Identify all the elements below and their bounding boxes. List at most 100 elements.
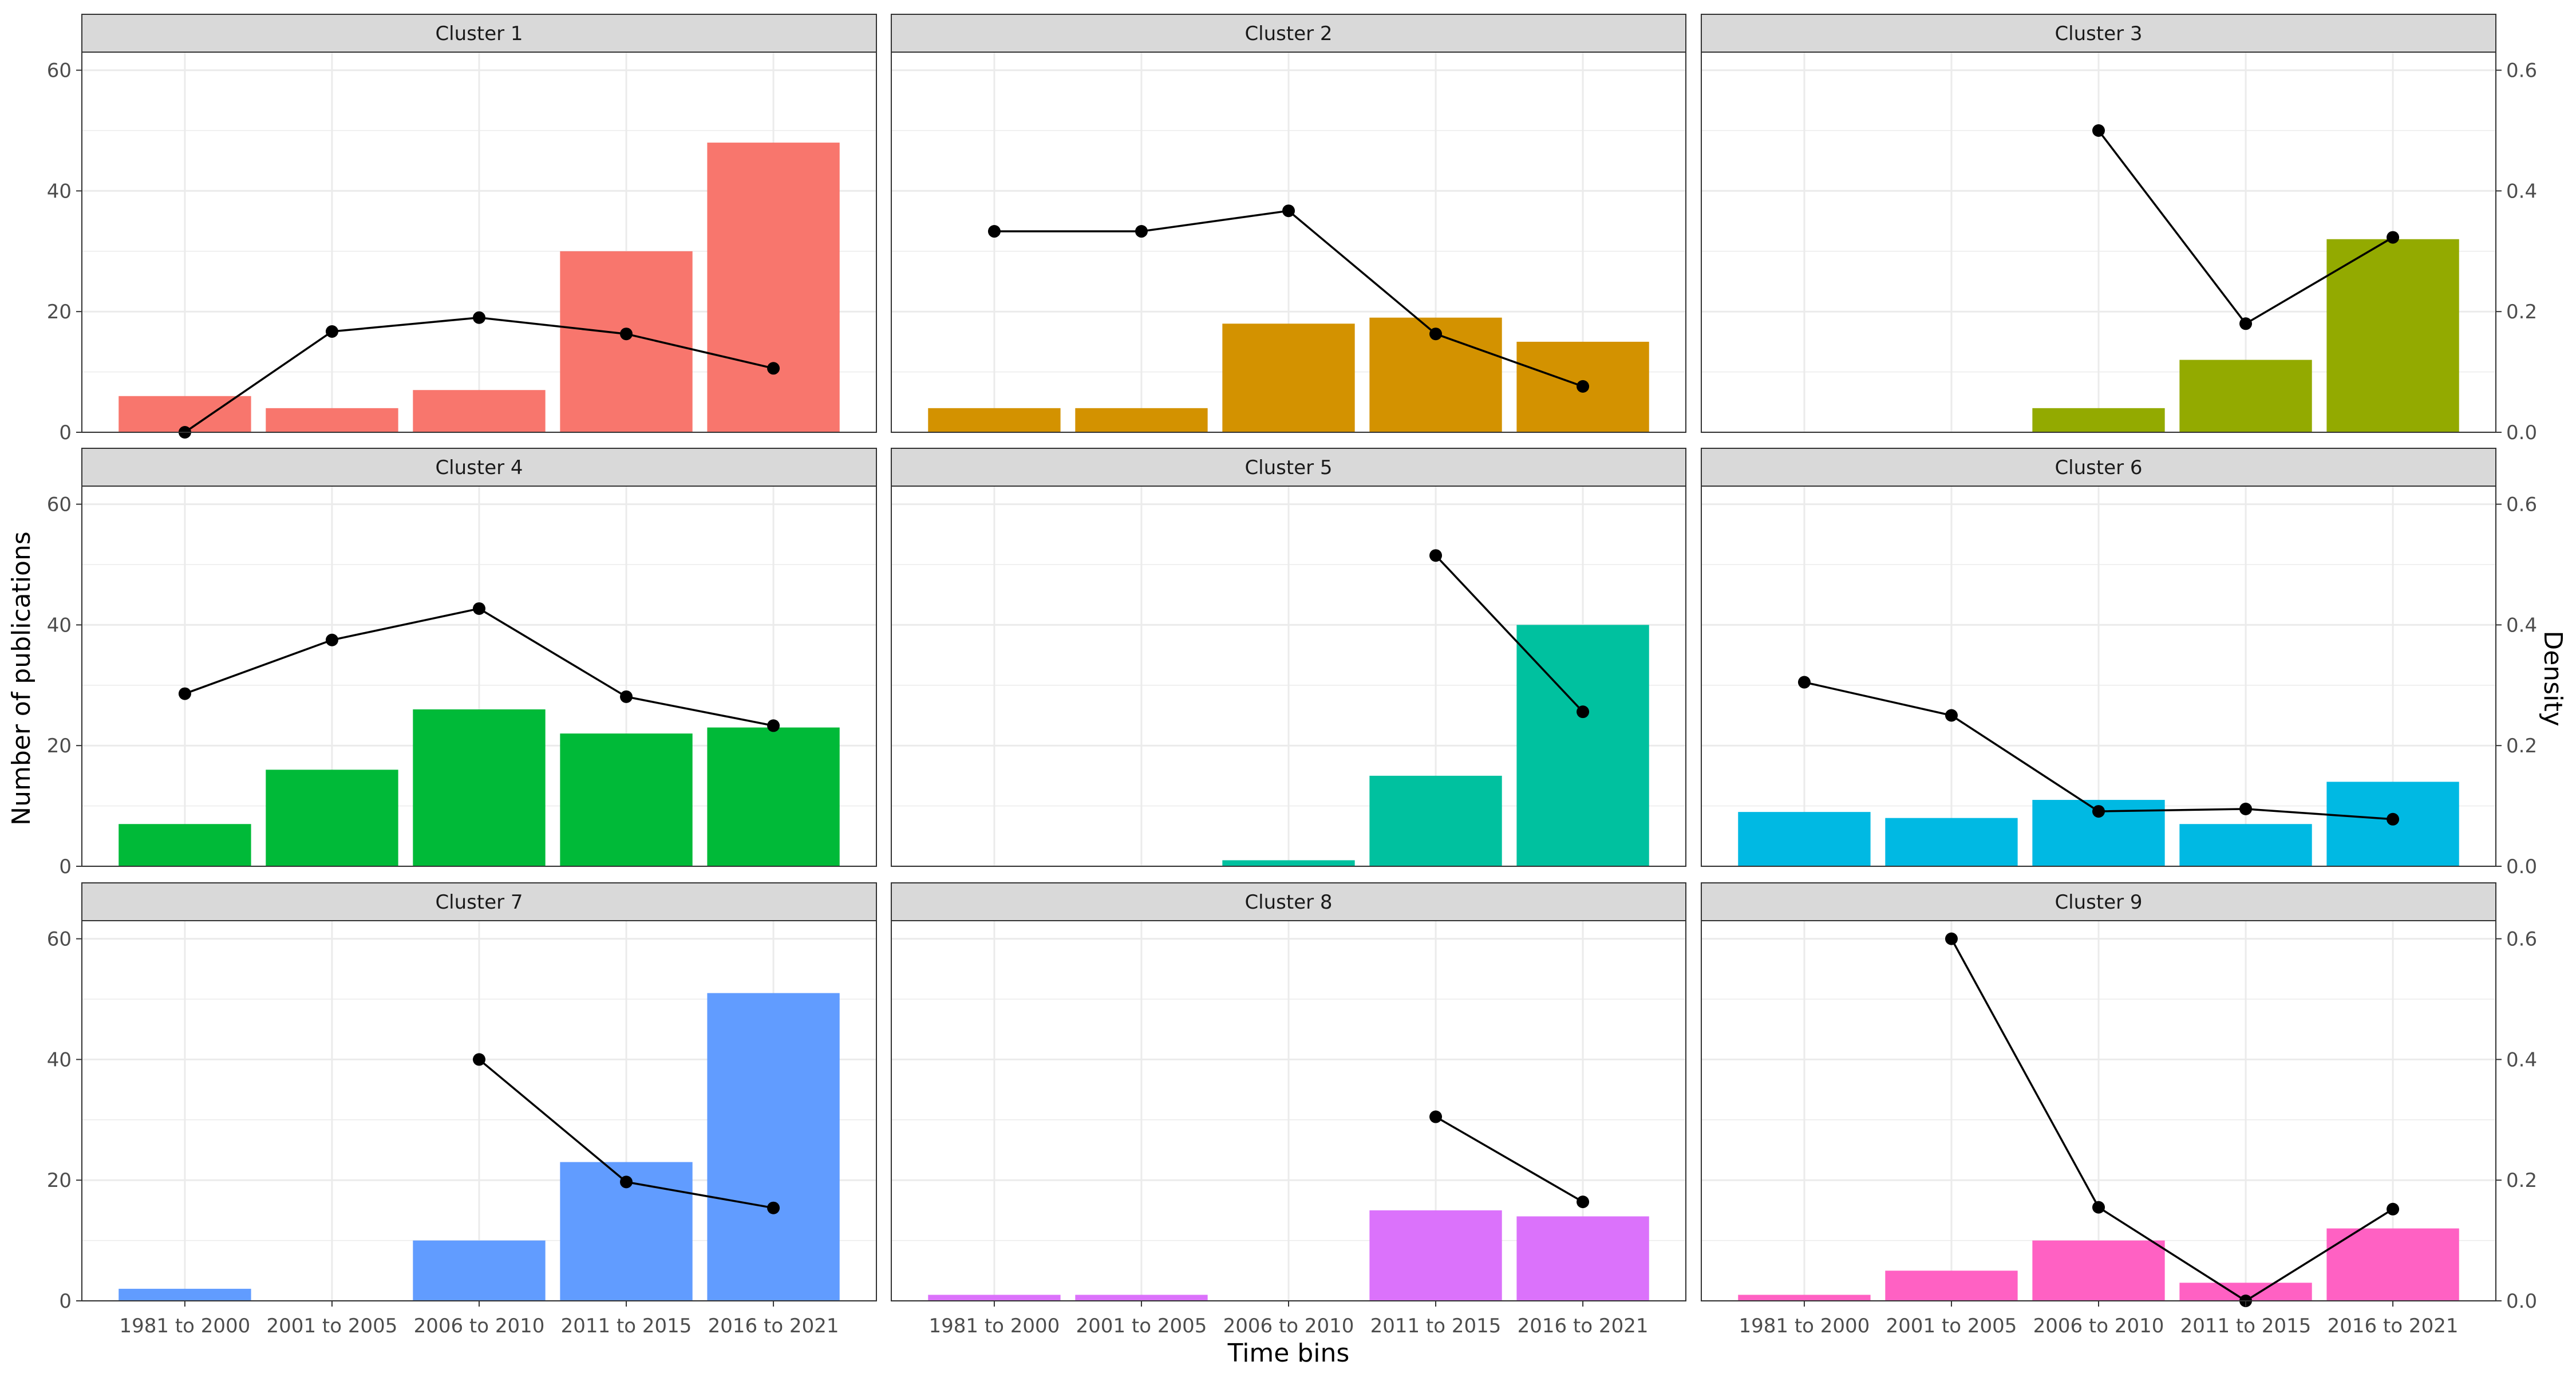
bar-1 [1738, 1295, 1871, 1301]
y2-tick-label: 0.2 [2506, 735, 2537, 757]
x-tick-label: 2001 to 2005 [1886, 1315, 2017, 1337]
x-tick-label: 1981 to 2000 [1739, 1315, 1870, 1337]
panel-3: Cluster 3 0.0 0.2 0.4 0.6 [1701, 14, 2537, 444]
y-tick-label: 0 [59, 1290, 72, 1313]
density-point-1 [1797, 676, 1811, 689]
panel-title: Cluster 7 [435, 891, 523, 914]
x-tick-label: 2006 to 2010 [2033, 1315, 2164, 1337]
bar-5 [707, 727, 840, 866]
density-point-1 [1429, 1110, 1443, 1123]
panel-strip [891, 14, 1686, 53]
x-tick-label: 2001 to 2005 [267, 1315, 398, 1337]
density-point-4 [620, 690, 633, 703]
x-tick-label: 2011 to 2015 [2180, 1315, 2312, 1337]
panel-border [81, 486, 877, 867]
density-point-2 [325, 633, 338, 646]
panel-strip [891, 448, 1686, 487]
bar-5 [2326, 1228, 2459, 1301]
bar-3 [2032, 1240, 2165, 1301]
panel-border [1701, 486, 2496, 867]
bar-2 [1885, 1271, 2018, 1301]
bar-5 [2326, 239, 2459, 432]
y2-axis-title: Density [2538, 630, 2567, 726]
y2-tick-label: 0.6 [2506, 494, 2537, 516]
density-point-1 [2092, 124, 2105, 137]
y-tick-label: 60 [47, 60, 72, 82]
y-tick-label: 60 [47, 494, 72, 516]
bar-4 [1369, 1210, 1502, 1301]
density-point-4 [1429, 328, 1443, 341]
panel-2: Cluster 2 [891, 14, 1686, 433]
bar-1 [118, 824, 251, 866]
y2-tick-label: 0.4 [2506, 1048, 2537, 1071]
x-tick-label: 2016 to 2021 [2328, 1315, 2459, 1337]
density-point-2 [1577, 1195, 1590, 1209]
x-tick-label: 1981 to 2000 [929, 1315, 1060, 1337]
y2-tick-label: 0.0 [2506, 1290, 2537, 1313]
density-point-5 [767, 719, 780, 732]
density-point-1 [987, 225, 1001, 238]
bar-4 [1369, 775, 1502, 866]
density-point-2 [1577, 705, 1590, 719]
bar-1 [928, 1295, 1061, 1301]
panel-strip [81, 882, 877, 921]
panel-title: Cluster 2 [1244, 22, 1332, 45]
y-tick-label: 20 [47, 301, 72, 323]
panel-5: Cluster 5 [891, 448, 1686, 867]
y-axis-title: Number of publications [7, 531, 36, 826]
panel-title: Cluster 4 [435, 456, 523, 479]
x-tick-label: 2001 to 2005 [1076, 1315, 1207, 1337]
bar-1 [1738, 812, 1871, 866]
y2-tick-label: 0.0 [2506, 855, 2537, 878]
panel-1: Cluster 1 0 20 40 60 [47, 14, 877, 444]
y2-tick-label: 0.4 [2506, 180, 2537, 203]
panel-title: Cluster 3 [2055, 22, 2142, 45]
panel-title: Cluster 8 [1244, 891, 1332, 914]
density-point-3 [473, 602, 485, 615]
density-point-1 [473, 1053, 485, 1066]
bar-4 [560, 733, 693, 866]
panel-title: Cluster 1 [435, 22, 523, 45]
panel-8: Cluster 8 1981 to 2000 2001 to 2005 2006 to… [891, 882, 1686, 1337]
density-line [1435, 555, 1584, 713]
bar-4 [560, 251, 693, 432]
y-tick-label: 20 [47, 735, 72, 757]
bar-1 [928, 408, 1061, 432]
panel-border [891, 486, 1686, 867]
panel-border [891, 52, 1686, 433]
density-point-3 [1282, 204, 1295, 218]
bar-3 [2032, 408, 2165, 432]
density-point-4 [620, 328, 633, 341]
panel-border [1701, 52, 2496, 433]
panel-4: Cluster 4 0 20 40 60 [47, 448, 877, 878]
density-point-1 [1945, 932, 1958, 945]
bar-3 [413, 1240, 546, 1301]
bar-4 [2179, 360, 2312, 432]
bar-2 [1075, 1295, 1208, 1301]
bar-1 [118, 1288, 251, 1301]
panel-title: Cluster 5 [1244, 456, 1332, 479]
x-tick-label: 2006 to 2010 [1223, 1315, 1354, 1337]
panel-title: Cluster 9 [2055, 891, 2142, 914]
density-point-3 [473, 311, 485, 324]
bar-5 [1516, 1216, 1649, 1301]
y2-tick-label: 0.2 [2506, 1169, 2537, 1192]
y-tick-label: 0 [59, 421, 72, 444]
density-point-3 [2387, 231, 2400, 244]
panel-strip [81, 448, 877, 487]
density-point-5 [767, 362, 780, 375]
y2-tick-label: 0.6 [2506, 60, 2537, 82]
density-point-1 [1429, 549, 1443, 562]
x-tick-label: 2011 to 2015 [561, 1315, 692, 1337]
density-point-2 [1135, 225, 1148, 238]
density-point-2 [620, 1175, 633, 1189]
bar-5 [707, 993, 840, 1301]
panel-strip [891, 882, 1686, 921]
y2-tick-label: 0.2 [2506, 301, 2537, 323]
density-point-5 [2387, 812, 2400, 826]
bar-4 [2179, 824, 2312, 866]
x-tick-label: 2016 to 2021 [1518, 1315, 1649, 1337]
y-tick-label: 0 [59, 855, 72, 878]
density-point-2 [325, 325, 338, 338]
